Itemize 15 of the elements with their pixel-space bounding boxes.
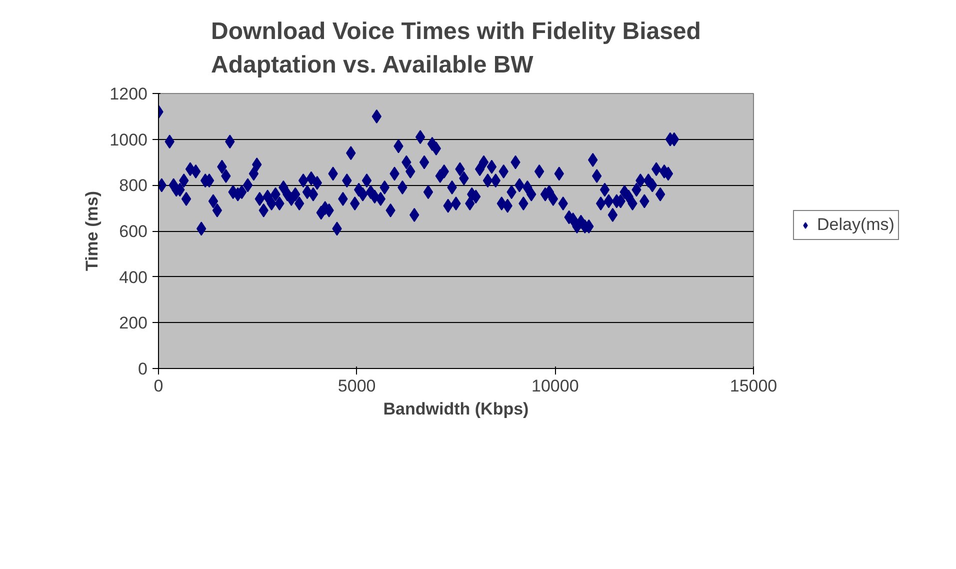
y-tick-label: 800 <box>119 176 148 196</box>
y-tick-label: 600 <box>119 222 148 241</box>
x-axis-title: Bandwidth (Kbps) <box>383 400 529 418</box>
y-tick-label: 1000 <box>110 130 148 150</box>
x-tick-label: 10000 <box>532 376 579 396</box>
x-tick-label: 5000 <box>338 376 376 396</box>
x-tick-label: 15000 <box>730 376 778 396</box>
y-tick-label: 200 <box>119 314 148 333</box>
y-axis-title: Time (ms) <box>82 190 102 271</box>
x-tick-label: 0 <box>154 376 164 396</box>
y-tick-label: 0 <box>138 360 148 378</box>
y-tick-label: 1200 <box>110 84 148 104</box>
chart-title: Download Voice Times with Fidelity Biased Adaptation vs. Available BW <box>211 18 701 78</box>
y-tick-label: 400 <box>119 268 148 287</box>
legend-label: Delay(ms) <box>817 215 894 235</box>
